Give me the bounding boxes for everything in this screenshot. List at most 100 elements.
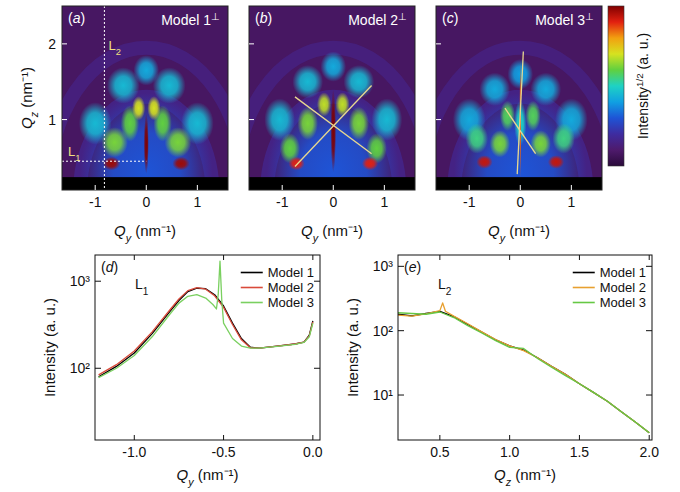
x-tick	[439, 255, 440, 260]
text-part: (nm⁻¹)	[194, 466, 239, 483]
y-tick-label: 1	[48, 112, 56, 128]
text-part: e	[409, 259, 417, 275]
series-line	[398, 303, 649, 433]
y-tick	[436, 119, 441, 120]
horizon-mask	[249, 177, 415, 190]
text-part: )	[113, 259, 118, 275]
text-part: L	[438, 276, 446, 292]
x-tick	[649, 255, 650, 260]
text-part: ⊥	[398, 11, 407, 22]
text-part: 1	[143, 286, 149, 297]
x-tick-label: 1.0	[500, 444, 520, 460]
legend: Model 1Model 2Model 3	[241, 265, 314, 310]
x-tick	[579, 255, 580, 260]
text-part: Q	[301, 222, 313, 239]
text-part: Q	[176, 466, 188, 483]
text-part: L	[108, 38, 115, 53]
legend-swatch	[573, 287, 595, 289]
x-tick	[649, 435, 650, 440]
intensity-spot	[349, 107, 369, 140]
horizon-mask	[436, 177, 602, 190]
y-tick-label: 10¹	[373, 387, 394, 403]
intensity-spot	[548, 155, 564, 169]
text-part: 1/2	[634, 73, 645, 87]
text-part: ⊥	[211, 11, 220, 22]
text-part: 2	[116, 47, 121, 57]
intensity-spot	[147, 96, 160, 120]
intensity-spot	[479, 73, 510, 106]
y-tick-label: 10³	[70, 273, 91, 289]
intensity-spot	[317, 92, 331, 116]
x-tick	[146, 185, 147, 190]
series-line	[398, 312, 649, 433]
x-axis-title: Qz (nm⁻¹)	[494, 466, 556, 488]
intensity-spot	[292, 65, 323, 98]
y-tick-label: 10²	[373, 323, 394, 339]
intensity-spot	[343, 65, 374, 98]
text-part: Q	[114, 222, 126, 239]
text-part: (a. u.)	[635, 33, 651, 73]
text-part: 1	[75, 153, 80, 163]
text-part: )	[80, 10, 85, 26]
intensity-ring	[436, 48, 602, 190]
text-part: L	[135, 276, 143, 292]
x-tick	[469, 185, 470, 190]
legend-swatch	[241, 302, 263, 304]
legend-label: Model 2	[268, 280, 314, 295]
x-tick-label: 1	[567, 194, 575, 210]
x-tick	[384, 185, 385, 190]
y-tick	[249, 119, 254, 120]
x-tick-label: 2.0	[639, 444, 659, 460]
x-tick-label: 0	[329, 194, 337, 210]
cut-label: L2	[108, 38, 120, 57]
x-tick	[223, 255, 224, 260]
legend-swatch	[573, 302, 595, 304]
x-tick	[579, 435, 580, 440]
y-tick	[62, 43, 67, 44]
x-tick	[439, 435, 440, 440]
x-tick-label: -0.5	[212, 444, 236, 460]
y-tick-label: 10²	[70, 360, 91, 376]
panel-letter: (e)	[404, 259, 421, 275]
y-axis-title: Qz (nm⁻¹)	[18, 67, 40, 129]
x-tick	[509, 435, 510, 440]
text-part: Intensity	[635, 87, 651, 139]
intensity-ring	[249, 48, 415, 190]
y-tick	[436, 43, 441, 44]
colorbar-title: Intensity1/2 (a. u.)	[634, 33, 652, 139]
y-tick	[646, 395, 652, 396]
x-tick	[312, 435, 313, 440]
x-tick	[134, 255, 135, 260]
x-tick	[282, 185, 283, 190]
x-tick-label: -1	[89, 194, 102, 210]
intensity-spot	[530, 130, 550, 157]
text-part: (nm⁻¹)	[318, 222, 363, 239]
intensity-spot	[530, 73, 561, 106]
panel-title: Model 3⊥	[535, 11, 594, 29]
panel-letter: (a)	[68, 10, 85, 26]
guide-line	[505, 108, 536, 153]
cut-line	[104, 6, 105, 190]
intensity-spot	[490, 130, 510, 157]
x-tick	[134, 435, 135, 440]
x-tick	[223, 435, 224, 440]
panel-letter: (b)	[255, 10, 272, 26]
x-axis-title: Qy (nm⁻¹)	[301, 222, 363, 244]
panel-title: Model 2⊥	[348, 11, 407, 29]
plot-area	[398, 303, 649, 433]
intensity-spot	[335, 92, 349, 116]
colorbar	[608, 6, 624, 166]
x-tick	[197, 185, 198, 190]
x-tick-label: 0.0	[303, 444, 323, 460]
text-part: )	[267, 10, 272, 26]
intensity-spot	[500, 101, 515, 131]
legend-swatch	[573, 272, 595, 274]
text-part: (nm⁻¹)	[131, 222, 176, 239]
text-part: a	[73, 10, 81, 26]
intensity-spot	[330, 89, 336, 172]
x-axis-title: Qy (nm⁻¹)	[176, 466, 238, 488]
legend-swatch	[241, 287, 263, 289]
text-part: Q	[18, 117, 35, 129]
text-part: (nm⁻¹)	[18, 67, 35, 112]
intensity-spot	[476, 155, 492, 169]
